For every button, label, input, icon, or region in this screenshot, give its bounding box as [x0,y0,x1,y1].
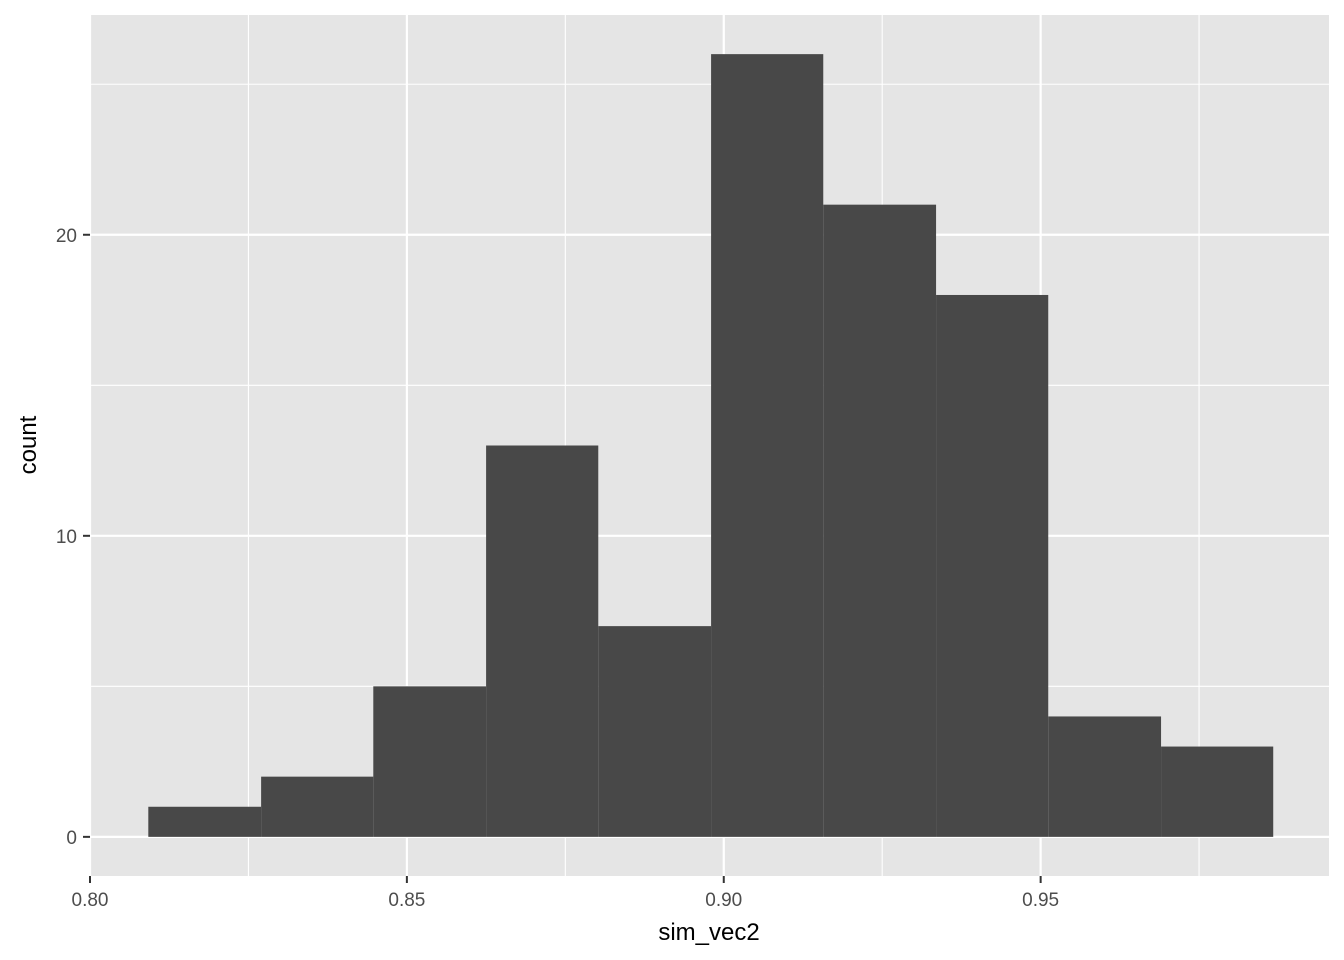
histogram-bar [711,54,824,837]
y-axis-title: count [15,415,42,474]
x-tick-label: 0.85 [388,890,425,911]
x-tick-label: 0.90 [705,890,742,911]
y-tick-label: 10 [56,527,77,548]
histogram-bar [373,686,487,837]
x-tick-label: 0.80 [72,890,109,911]
y-axis: 0 10 20 [56,226,90,849]
x-tick-label: 0.95 [1022,890,1059,911]
x-axis: 0.80 0.85 0.90 0.95 [72,876,1059,911]
histogram-bar [823,204,937,837]
y-tick-label: 0 [66,828,77,849]
histogram-bar [936,294,1049,837]
y-tick-label: 20 [56,226,77,247]
histogram-bar [261,776,374,837]
histogram-bars [148,54,1274,837]
histogram-bar [598,626,712,837]
x-axis-title: sim_vec2 [658,919,759,946]
histogram-bar [1161,746,1274,837]
histogram-bar [1048,716,1162,837]
histogram-bar [486,445,599,837]
histogram-bar [148,806,262,837]
